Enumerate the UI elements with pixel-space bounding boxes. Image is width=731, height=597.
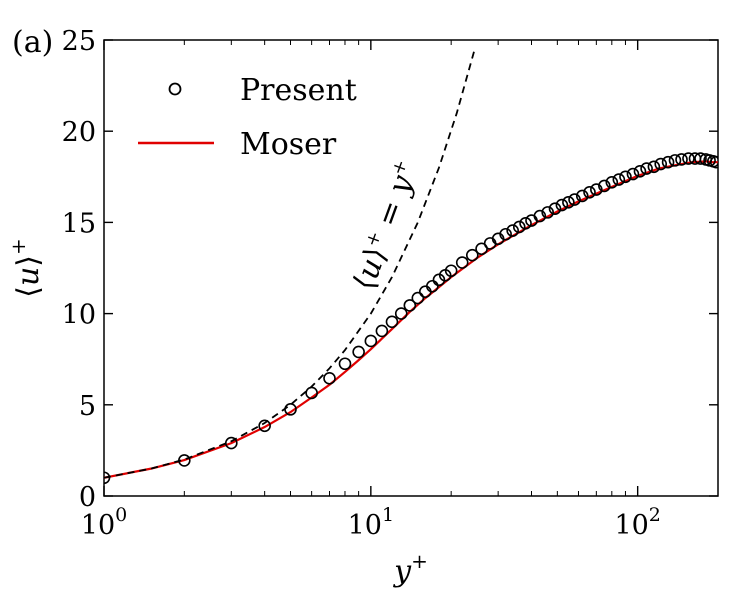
y-tick-label: 10 <box>62 300 96 331</box>
present-data-point <box>512 220 526 234</box>
present-data-point <box>364 334 378 348</box>
present-data-point <box>626 167 640 181</box>
present-data-point <box>675 153 688 166</box>
present-data-point <box>555 198 569 212</box>
y-tick-label: 20 <box>62 117 96 148</box>
present-data-point <box>668 154 682 167</box>
y-tick-label: 25 <box>62 26 96 57</box>
series-linear-law-line <box>104 50 476 479</box>
legend: Present Moser <box>138 73 357 162</box>
present-data-point <box>506 224 519 237</box>
series-moser-line <box>104 160 718 479</box>
y-axis-label: ⟨u⟩+ <box>6 238 46 298</box>
present-data-point <box>541 206 554 219</box>
present-data-point <box>432 273 446 287</box>
x-tick-label: 100 <box>81 504 127 541</box>
plot-frame <box>103 39 719 497</box>
present-data-point <box>548 202 562 216</box>
line-annotation: ⟨u⟩+ = y+ <box>347 157 426 295</box>
x-axis-label: y+ <box>392 549 428 589</box>
present-data-point <box>562 196 575 209</box>
present-data-point <box>411 291 425 305</box>
y-axis: 0 5 10 15 20 25 <box>62 26 718 513</box>
series-layer <box>104 50 718 485</box>
present-data-point <box>647 160 661 174</box>
present-data-point <box>258 419 271 433</box>
present-data-point <box>284 403 297 416</box>
present-data-point <box>575 189 589 203</box>
x-tick-label: 101 <box>348 504 394 541</box>
present-data-point <box>661 155 675 169</box>
present-data-point <box>444 264 458 278</box>
present-data-point <box>519 217 532 230</box>
present-data-point <box>694 152 707 165</box>
present-data-point <box>455 256 469 269</box>
present-data-point <box>426 279 439 293</box>
y-tick-label: 5 <box>79 391 96 422</box>
present-data-point <box>654 157 668 171</box>
present-data-point <box>394 307 408 320</box>
legend-label-present: Present <box>240 73 357 108</box>
present-data-point <box>499 227 512 241</box>
present-data-point <box>568 193 581 206</box>
present-data-point <box>104 471 111 485</box>
present-data-point <box>352 345 365 359</box>
present-data-point <box>640 162 653 175</box>
present-data-point <box>375 324 389 338</box>
y-tick-label: 15 <box>62 208 96 239</box>
present-data-point <box>709 155 718 169</box>
present-data-point <box>385 315 399 329</box>
present-data-point <box>533 209 547 223</box>
panel-label: (a) <box>12 25 53 60</box>
legend-label-moser: Moser <box>240 127 337 162</box>
x-axis: 100 101 102 <box>81 40 719 541</box>
present-data-point <box>682 152 695 165</box>
present-data-point <box>612 173 626 186</box>
present-data-point <box>605 175 619 189</box>
present-data-point <box>583 186 596 199</box>
present-data-point <box>338 357 352 371</box>
y-tick-label: 0 <box>79 482 96 513</box>
present-data-point <box>403 299 417 312</box>
present-data-point <box>178 454 191 467</box>
present-data-point <box>465 248 479 262</box>
present-data-point <box>590 183 603 196</box>
present-data-point <box>619 170 632 184</box>
legend-marker-present <box>168 82 182 96</box>
present-data-point <box>418 285 432 299</box>
present-data-point <box>225 436 238 450</box>
present-data-point <box>323 372 336 385</box>
x-tick-label: 102 <box>614 504 660 541</box>
present-data-point <box>305 386 318 400</box>
present-data-point <box>633 165 647 178</box>
present-data-point <box>598 179 611 193</box>
